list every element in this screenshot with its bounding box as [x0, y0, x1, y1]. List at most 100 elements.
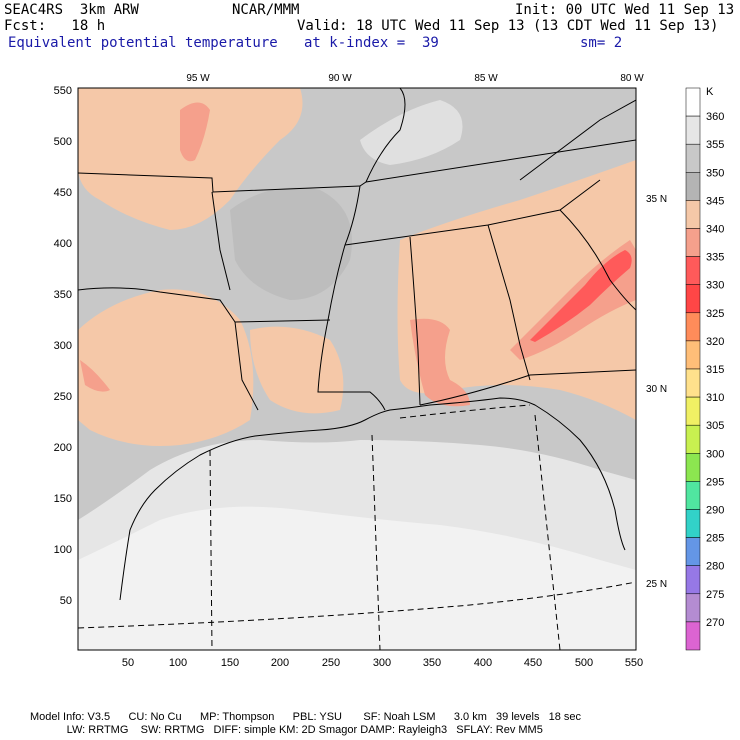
colorbar-level-label: 290 — [706, 505, 724, 517]
field-light-arc — [360, 100, 463, 165]
x-tick-label: 350 — [423, 657, 441, 669]
x-tick-label: 200 — [271, 657, 289, 669]
colorbar-swatch — [685, 537, 701, 566]
coast-texas — [119, 397, 626, 601]
org-label: NCAR/MMM — [232, 2, 300, 18]
x-tick-label: 250 — [322, 657, 340, 669]
graticule — [78, 404, 636, 650]
x-axis: 50 100 150 200 250 300 350 400 450 500 5… — [122, 657, 643, 669]
colorbar-swatch — [685, 396, 701, 426]
colorbar-level-label: 340 — [706, 224, 724, 236]
colorbar-swatch — [685, 424, 701, 454]
border-tx-panhandle — [211, 191, 231, 291]
colorbar-level-label: 335 — [706, 252, 724, 264]
colorbar-level-label: 315 — [706, 364, 724, 376]
colorbar-swatch — [685, 340, 701, 370]
colorbar-level-label: 275 — [706, 589, 724, 601]
field-salmon-west — [80, 360, 110, 392]
field-salmon-ms — [410, 318, 470, 407]
colorbar-level-label: 330 — [706, 280, 724, 292]
colorbar-swatch — [685, 565, 701, 595]
x-tick-label: 500 — [575, 657, 593, 669]
colorbar-level-label: 270 — [706, 617, 724, 629]
colorbar-swatch — [685, 509, 701, 538]
lat-label: 30 N — [646, 384, 667, 395]
field-tan-east — [397, 160, 636, 420]
colorbar-level-label: 310 — [706, 392, 724, 404]
colorbar-level-label: 295 — [706, 476, 724, 488]
forecast-hour: Fcst: 18 h — [4, 18, 106, 34]
y-axis: 550 500 450 400 350 300 250 200 150 100 … — [54, 85, 72, 607]
x-tick-label: 100 — [169, 657, 187, 669]
y-tick-label: 50 — [60, 595, 72, 607]
lon-label: 80 W — [620, 73, 644, 84]
colorbar-swatch — [685, 453, 701, 482]
level-index: at k-index = 39 — [304, 35, 439, 51]
y-tick-label: 450 — [54, 187, 72, 199]
border-ok-ks — [78, 172, 361, 193]
y-tick-label: 350 — [54, 289, 72, 301]
border-sc — [559, 209, 636, 311]
valid-time: Valid: 18 UTC Wed 11 Sep 13 (13 CDT Wed … — [297, 18, 719, 34]
colorbar-level-label: 300 — [706, 448, 724, 460]
colorbar: K 360 355 350 345 340 335 330 325 320 315 310 305 30… — [685, 86, 724, 651]
x-tick-label: 550 — [625, 657, 643, 669]
meridian-90w — [371, 434, 381, 650]
x-tick-label: 150 — [221, 657, 239, 669]
field-tan-west — [78, 289, 254, 446]
border-ms-al — [409, 236, 421, 406]
colorbar-swatch — [685, 200, 701, 229]
border-fl — [419, 369, 636, 406]
border-tn-south — [344, 179, 601, 246]
colorbar-level-label: 285 — [706, 533, 724, 545]
field-salmon-ne — [180, 102, 210, 162]
colorbar-swatch — [685, 115, 701, 145]
field-gulf-white — [78, 506, 636, 650]
x-tick-label: 450 — [524, 657, 542, 669]
parallel-30n — [399, 404, 531, 419]
colorbar-swatch — [685, 143, 701, 173]
colorbar-swatch — [685, 621, 701, 651]
colorbar-swatch — [685, 284, 701, 314]
lat-label: 35 N — [646, 194, 667, 205]
border-mississippi — [317, 185, 386, 411]
colorbar-swatch — [685, 312, 701, 342]
colorbar-swatch — [685, 593, 701, 623]
meridian-95w — [209, 449, 213, 650]
field-name: Equivalent potential temperature — [8, 35, 278, 51]
theta-e-field — [78, 88, 636, 650]
colorbar-level-label: 350 — [706, 167, 724, 179]
colorbar-swatch — [685, 481, 701, 510]
model-info-line2: LW: RRTMG SW: RRTMG DIFF: simple KM: 2D … — [30, 724, 543, 736]
y-tick-label: 250 — [54, 391, 72, 403]
border-va — [519, 99, 636, 181]
colorbar-swatch — [685, 368, 701, 398]
border-al-ga — [487, 224, 531, 381]
border-ar-la — [234, 319, 331, 323]
lon-label: 95 W — [186, 73, 210, 84]
border-ky — [365, 88, 406, 183]
y-tick-label: 200 — [54, 442, 72, 454]
colorbar-unit: K — [706, 86, 714, 98]
colorbar-level-label: 355 — [706, 139, 724, 151]
lon-label: 85 W — [474, 73, 498, 84]
lat-label: 25 N — [646, 579, 667, 590]
colorbar-level-label: 360 — [706, 111, 724, 123]
lon-label: 90 W — [328, 73, 352, 84]
model-info-line1: Model Info: V3.5 CU: No Cu MP: Thompson … — [30, 711, 582, 723]
longitude-labels: 95 W 90 W 85 W 80 W — [186, 73, 644, 84]
colorbar-level-label: 345 — [706, 195, 724, 207]
colorbar-level-label: 280 — [706, 561, 724, 573]
y-tick-label: 100 — [54, 544, 72, 556]
model-title: SEAC4RS 3km ARW — [4, 2, 139, 18]
parallel-25n — [78, 581, 636, 629]
state-borders — [78, 88, 636, 411]
y-tick-label: 300 — [54, 340, 72, 352]
x-tick-label: 400 — [474, 657, 492, 669]
x-tick-label: 300 — [373, 657, 391, 669]
border-red-river — [78, 287, 236, 323]
border-la-tx — [234, 321, 259, 411]
colorbar-level-label: 320 — [706, 336, 724, 348]
y-tick-label: 400 — [54, 238, 72, 250]
